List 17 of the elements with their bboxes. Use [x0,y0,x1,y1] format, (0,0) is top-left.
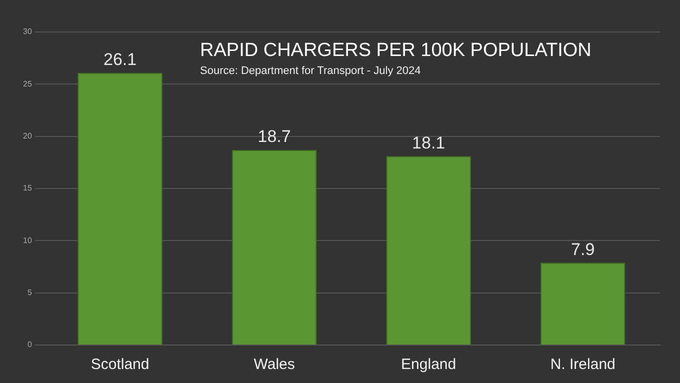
chart-title: RAPID CHARGERS PER 100K POPULATION [200,40,592,62]
x-tick-label: England [401,356,456,374]
y-tick-label: 30 [22,27,32,36]
y-tick-label: 0 [27,340,32,350]
y-tick-label: 25 [22,79,32,88]
data-label: 18.1 [412,133,446,152]
y-tick-label: 20 [22,132,32,141]
y-tick-label: 10 [22,236,32,245]
annotation: Source: Department for Transport - July 2024 [200,65,421,77]
y-tick-label: 15 [22,184,32,193]
x-tick-label: Wales [254,356,295,374]
data-label: 26.1 [103,50,137,69]
x-tick-label: Scotland [90,356,150,374]
x-tick-label: N. Ireland [550,356,616,374]
data-label: 18.7 [258,127,291,146]
data-label: 7.9 [571,240,595,259]
y-tick-label: 5 [27,288,32,298]
